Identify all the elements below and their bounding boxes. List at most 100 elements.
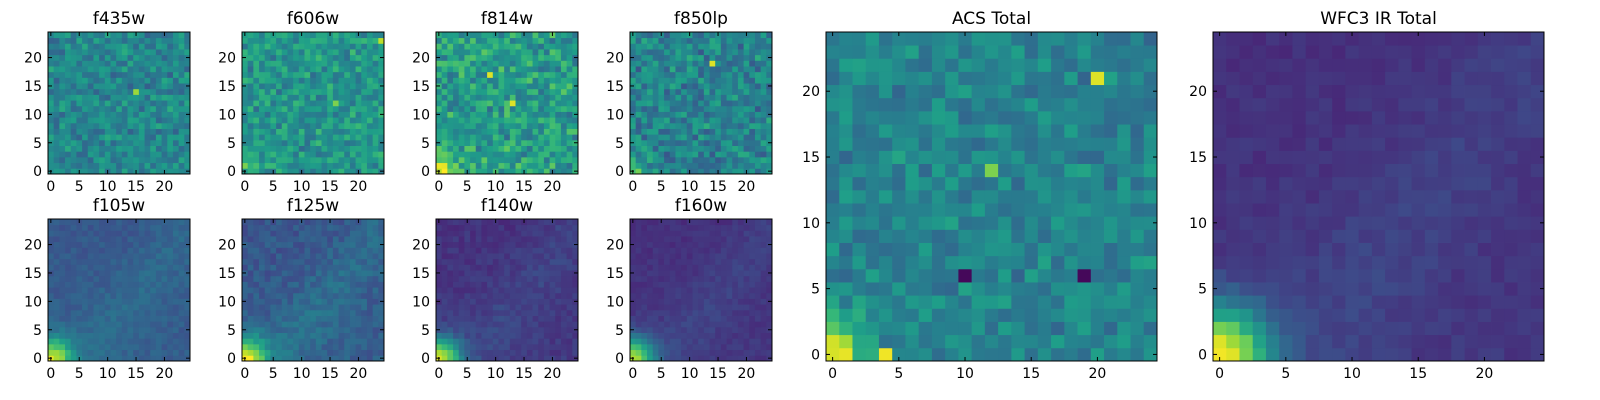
- heatmap-cell: [121, 253, 128, 260]
- heatmap-cell: [138, 281, 145, 288]
- heatmap-cell: [121, 332, 128, 339]
- heatmap-cell: [172, 224, 180, 231]
- heatmap-cell: [59, 321, 66, 328]
- heatmap-cell: [304, 309, 311, 316]
- heatmap-cell: [447, 270, 454, 277]
- heatmap-cell: [116, 117, 123, 124]
- heatmap-cell: [709, 105, 716, 112]
- heatmap-cell: [475, 247, 482, 254]
- heatmap-cell: [504, 275, 511, 282]
- heatmap-cell: [749, 304, 756, 311]
- heatmap-cell: [349, 343, 356, 351]
- heatmap-cell: [59, 315, 66, 322]
- heatmap-cell: [635, 304, 642, 311]
- heatmap-cell: [178, 60, 185, 67]
- x-tick-label: 15: [321, 179, 339, 195]
- heatmap-cell: [276, 247, 283, 254]
- heatmap-cell: [538, 156, 545, 164]
- heatmap-cell: [372, 224, 379, 231]
- heatmap-cell: [178, 156, 185, 164]
- heatmap-cell: [732, 37, 739, 44]
- heatmap-cell: [378, 88, 385, 95]
- heatmap-cell: [436, 321, 443, 328]
- heatmap-cell: [155, 128, 162, 135]
- heatmap-cell: [378, 32, 385, 39]
- heatmap-cell: [53, 88, 60, 95]
- heatmap-cell: [366, 60, 374, 67]
- heatmap-cell: [766, 49, 773, 56]
- heatmap-cell: [321, 343, 328, 351]
- heatmap-cell: [121, 315, 128, 322]
- heatmap-cell: [110, 326, 117, 333]
- y-tick-label: 10: [218, 294, 236, 310]
- heatmap-cell: [99, 321, 106, 328]
- heatmap-cell: [287, 94, 294, 101]
- heatmap-cell: [453, 43, 460, 50]
- heatmap-cell: [470, 247, 477, 254]
- heatmap-cell: [543, 264, 550, 271]
- heatmap-cell: [504, 241, 511, 248]
- heatmap-cell: [161, 105, 168, 112]
- heatmap-cell: [664, 281, 671, 288]
- heatmap-cell: [366, 264, 374, 271]
- heatmap-cell: [184, 145, 191, 152]
- heatmap-cell: [332, 128, 339, 135]
- heatmap-cell: [652, 343, 659, 351]
- heatmap-cell: [184, 230, 191, 237]
- heatmap-cell: [458, 326, 465, 333]
- heatmap-cell: [48, 60, 55, 67]
- heatmap-cell: [458, 219, 465, 226]
- heatmap-cell: [104, 230, 111, 237]
- heatmap-cell: [504, 105, 511, 112]
- heatmap-cell: [566, 60, 573, 67]
- heatmap-cell: [247, 37, 254, 44]
- heatmap-cell: [681, 168, 688, 175]
- heatmap-cell: [327, 37, 334, 44]
- heatmap-cell: [310, 241, 317, 248]
- heatmap-cell: [270, 134, 277, 141]
- heatmap-cell: [355, 236, 362, 243]
- heatmap-cell: [93, 100, 100, 107]
- heatmap-cell: [441, 292, 448, 299]
- heatmap-cell: [349, 304, 356, 311]
- heatmap-cell: [104, 298, 111, 305]
- heatmap-cell: [87, 264, 94, 271]
- heatmap-cell: [549, 83, 556, 90]
- heatmap-cell: [698, 287, 705, 294]
- heatmap-cell: [87, 88, 94, 95]
- heatmap-cell: [259, 275, 266, 282]
- heatmap-cell: [82, 88, 89, 95]
- heatmap-cell: [681, 355, 688, 362]
- heatmap-cell: [549, 77, 556, 84]
- heatmap-cell: [760, 117, 767, 124]
- heatmap-cell: [287, 32, 294, 39]
- heatmap-cell: [720, 292, 727, 299]
- heatmap-cell: [178, 247, 185, 254]
- heatmap-cell: [498, 83, 505, 90]
- heatmap-cell: [504, 162, 511, 169]
- heatmap-cell: [99, 156, 106, 164]
- heatmap-cell: [441, 168, 448, 175]
- heatmap-cell: [664, 275, 671, 282]
- heatmap-cell: [349, 139, 356, 146]
- heatmap-cell: [310, 236, 317, 243]
- heatmap-cell: [327, 343, 334, 351]
- heatmap-cell: [737, 88, 744, 95]
- heatmap-cell: [150, 321, 157, 328]
- heatmap-cell: [566, 162, 573, 169]
- heatmap-cell: [184, 258, 191, 265]
- heatmap-cell: [532, 230, 539, 237]
- x-tick-label: 10: [99, 179, 117, 195]
- heatmap-cell: [749, 343, 756, 351]
- heatmap-cell: [532, 94, 539, 101]
- heatmap-cell: [349, 32, 356, 39]
- heatmap-cell: [572, 32, 579, 39]
- heatmap-cell: [760, 88, 767, 95]
- heatmap-cell: [116, 247, 123, 254]
- heatmap-cell: [361, 281, 368, 288]
- heatmap-cell: [327, 117, 334, 124]
- heatmap-cell: [116, 224, 123, 231]
- heatmap-cell: [664, 128, 671, 135]
- heatmap-cell: [310, 37, 317, 44]
